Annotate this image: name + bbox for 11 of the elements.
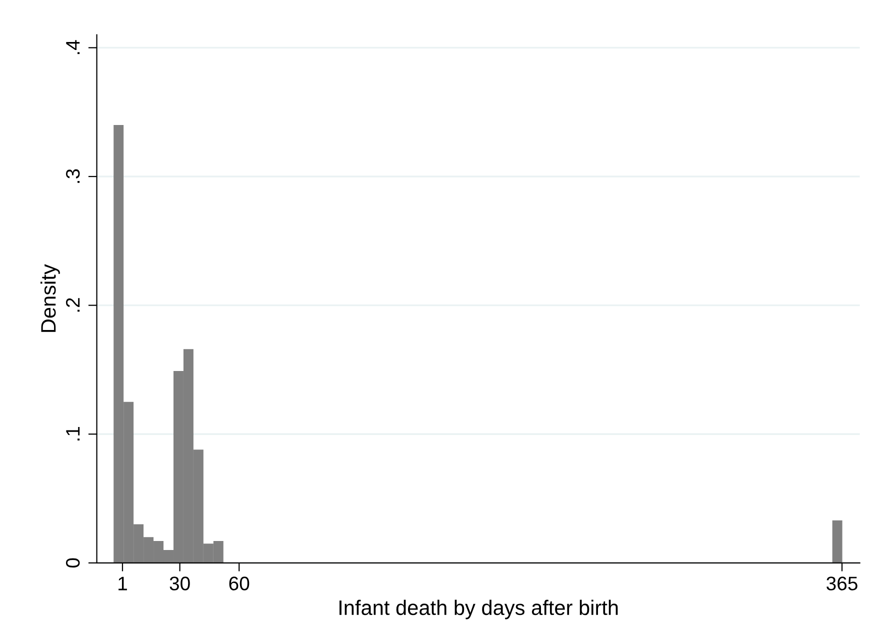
x-tick-label: 1 — [118, 576, 127, 590]
x-tick-label: 30 — [170, 576, 190, 590]
x-tick-label: 365 — [826, 576, 858, 590]
y-tick-label: 0 — [66, 558, 80, 568]
y-tick-label: .2 — [66, 298, 80, 312]
y-tick-label: .1 — [66, 426, 80, 440]
x-tick-label: 60 — [229, 576, 250, 590]
x-axis-title: Infant death by days after birth — [340, 600, 618, 620]
y-tick-label: .3 — [66, 169, 80, 183]
y-axis-title: Density — [40, 264, 60, 332]
y-tick-label: .4 — [66, 40, 80, 54]
